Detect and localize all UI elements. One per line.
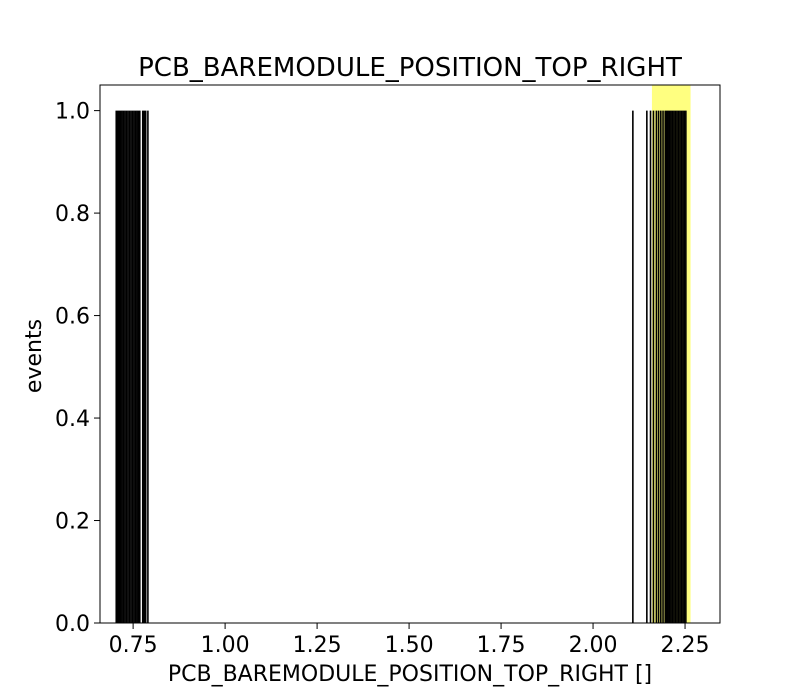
histogram-bar [130,110,132,624]
histogram-bar [683,110,686,624]
histogram-bar [128,110,131,624]
histogram-bar [649,110,652,624]
histogram-bar [670,110,672,624]
histogram-bar [685,110,687,624]
histogram-bar [134,110,137,624]
y-tick-label: 1.0 [55,100,90,125]
histogram-bar [665,110,668,624]
histogram-bar [632,110,634,624]
histogram-bar [121,110,123,624]
histogram-bar [141,110,144,624]
histogram-bar [673,110,675,624]
x-tick-label: 1.25 [293,633,342,658]
histogram-bar [116,110,119,624]
histogram-bar [124,110,126,624]
histogram-bar [667,110,669,624]
y-tick-label: 0.6 [55,305,90,330]
bar-layer [115,110,687,624]
histogram-bar [662,110,664,624]
histogram-bar [144,110,147,624]
histogram-bar [131,110,134,624]
x-tick-label: 2.00 [569,633,618,658]
histogram-bar [147,110,149,624]
x-tick-label: 1.50 [385,633,434,658]
histogram-bar [122,110,125,624]
histogram-bar [133,110,135,624]
histogram-bar [676,110,678,624]
y-tick-label: 0.8 [55,202,90,227]
histogram-bar [127,110,129,624]
histogram-bar [674,110,677,624]
histogram-bar [115,110,118,624]
histogram-bar [668,110,671,624]
histogram-bar [136,110,138,624]
histogram-bar [119,110,122,624]
histogram-bar [671,110,674,624]
y-tick-label: 0.4 [55,407,90,432]
y-axis-label: events [22,319,47,393]
histogram-bar [652,110,655,624]
histogram-bar [657,110,660,624]
plot-area: 0.75 1.00 1.25 1.50 1.75 2.00 2.25 0.00.20.40.… [55,84,721,658]
y-axis-ticks: 0.0 0.2 0.4 0.6 0.8 1.0 [55,100,100,637]
plot-frame [99,84,721,624]
y-tick-label: 0.2 [55,510,90,535]
histogram-bar [118,110,120,624]
x-tick-label: 1.00 [201,633,250,658]
x-tick-label: 1.75 [477,633,526,658]
x-axis-ticks: 0.75 1.00 1.25 1.50 1.75 2.00 2.25 [109,623,710,658]
x-tick-label: 2.25 [661,633,710,658]
x-axis-label: PCB_BAREMODULE_POSITION_TOP_RIGHT [] [168,662,652,687]
histogram-bar [664,110,667,624]
histogram-bar [655,110,658,624]
histogram-bar [682,110,684,624]
histogram-bar [680,110,683,624]
histogram-bar [139,110,141,624]
histogram-bar [646,110,648,624]
histogram-bar [677,110,680,624]
histogram-bar [660,110,662,624]
x-tick-label: 0.75 [109,633,158,658]
chart-title: PCB_BAREMODULE_POSITION_TOP_RIGHT [138,53,682,83]
histogram-bar [125,110,128,624]
histogram-bar [679,110,681,624]
y-tick-label: 0.0 [55,612,90,637]
histogram-bar [137,110,140,624]
histogram-bar [143,110,146,624]
